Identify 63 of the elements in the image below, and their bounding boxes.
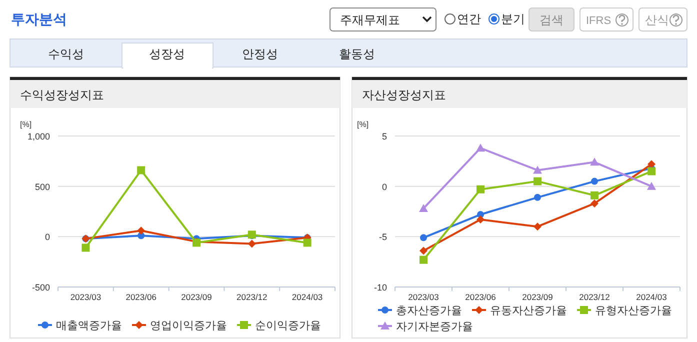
legend-label: 유형자산증가율 [595, 305, 672, 317]
legend-label: 순이익증가율 [255, 320, 321, 332]
point [534, 222, 542, 231]
x-tick-label: 2023/06 [465, 292, 496, 302]
text: IFRS [586, 15, 612, 27]
point [647, 182, 656, 190]
point [420, 246, 428, 255]
text: 주재무제표 [340, 13, 400, 27]
x-tick-label: 2024/03 [292, 292, 323, 302]
point [476, 216, 484, 224]
point [248, 240, 256, 248]
point [534, 177, 542, 186]
point [476, 144, 485, 152]
y-tick-label: 0 [382, 182, 387, 192]
point [137, 226, 146, 235]
point [476, 185, 484, 194]
point [420, 256, 428, 264]
chart-title: 수익성장성지표 [20, 88, 104, 102]
text: 수익성 [48, 47, 84, 61]
point [590, 158, 599, 166]
y-tick-label: 5 [382, 132, 387, 142]
point [534, 194, 541, 201]
y-axis-title: [%] [357, 120, 369, 129]
point [420, 234, 427, 242]
x-tick-label: 2023/09 [522, 292, 554, 302]
point [590, 199, 598, 208]
y-tick-label: 0 [44, 232, 50, 242]
y-tick-label: 500 [34, 182, 50, 192]
x-tick-label: 2023/03 [408, 292, 440, 302]
text: 안정성 [242, 47, 278, 61]
text: 산식 [645, 13, 669, 27]
legend-label: 자기자본증가율 [396, 321, 473, 333]
legend-label: 총자산증가율 [396, 305, 462, 317]
text: 분기 [501, 12, 525, 26]
y-tick-label: 1,000 [27, 132, 50, 142]
legend-label: 매출액증가율 [56, 320, 122, 332]
point [590, 191, 598, 200]
x-tick-label: 2023/09 [181, 292, 212, 302]
x-tick-label: 2023/06 [126, 292, 157, 302]
point [648, 167, 656, 176]
y-tick-label: -5 [378, 232, 387, 242]
point [591, 178, 598, 185]
text: 연간 [457, 12, 481, 26]
y-tick-label: -10 [374, 282, 387, 292]
point [137, 166, 146, 174]
legend-label: 유동자산증가율 [490, 305, 567, 317]
y-axis-title: [%] [20, 120, 32, 129]
text: 투자분석 [11, 11, 67, 27]
point [419, 204, 428, 212]
point [303, 238, 312, 247]
x-tick-label: 2023/12 [236, 292, 268, 302]
chart-title: 자산성장성지표 [362, 88, 446, 102]
x-tick-label: 2024/03 [636, 292, 668, 302]
x-tick-label: 2023/12 [579, 292, 610, 302]
text: 검색 [540, 13, 564, 27]
text: 성장성 [149, 47, 185, 61]
legend-label: 영업이익증가율 [150, 320, 227, 332]
point [648, 160, 656, 168]
x-tick-label: 2023/03 [70, 292, 102, 302]
point [533, 166, 542, 174]
point [82, 244, 90, 252]
y-tick-label: -500 [32, 282, 50, 292]
text: 활동성 [339, 47, 375, 61]
